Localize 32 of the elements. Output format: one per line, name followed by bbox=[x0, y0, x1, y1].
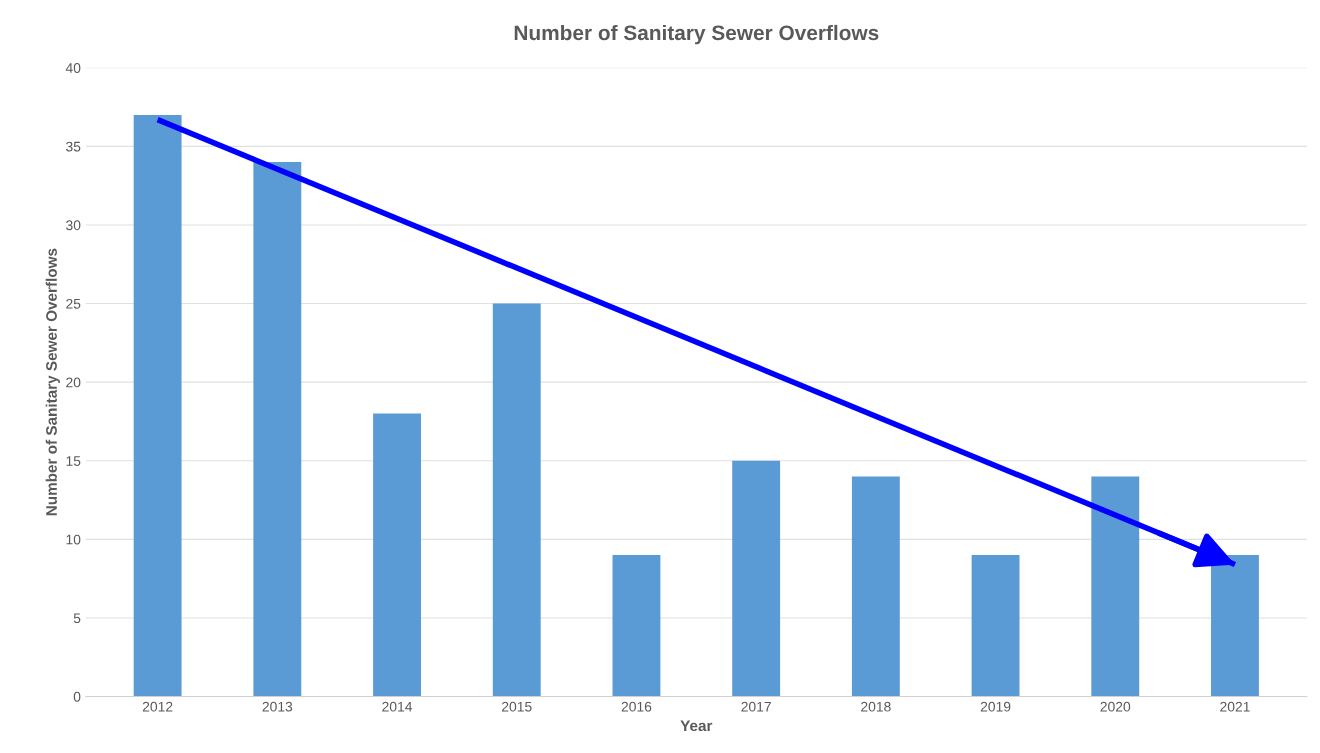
x-tick-label: 2017 bbox=[741, 701, 771, 712]
y-tick-label: 35 bbox=[66, 141, 81, 152]
bar bbox=[133, 114, 182, 697]
bar bbox=[253, 162, 302, 697]
y-tick-label: 25 bbox=[66, 298, 81, 309]
y-tick-label: 20 bbox=[66, 377, 81, 388]
bar bbox=[851, 476, 900, 697]
x-tick-label: 2019 bbox=[980, 701, 1011, 712]
x-axis-title: Year bbox=[680, 720, 713, 732]
bar bbox=[971, 555, 1020, 697]
bar bbox=[612, 555, 661, 697]
y-tick-label: 5 bbox=[73, 613, 81, 624]
x-tick-label: 2015 bbox=[501, 701, 532, 712]
x-tick-label: 2012 bbox=[142, 701, 173, 712]
x-tick-label: 2020 bbox=[1100, 701, 1131, 712]
x-tick-label: 2018 bbox=[861, 701, 891, 712]
bar bbox=[492, 303, 541, 697]
bar bbox=[1211, 555, 1259, 697]
y-tick-label: 15 bbox=[66, 456, 81, 466]
y-tick-label: 40 bbox=[65, 63, 81, 73]
y-tick-label: 10 bbox=[66, 534, 81, 545]
chart-title: Number of Sanitary Sewer Overflows bbox=[514, 24, 879, 45]
y-tick-label: 0 bbox=[73, 691, 81, 702]
x-tick-label: 2016 bbox=[621, 701, 652, 712]
x-tick-label: 2013 bbox=[262, 701, 293, 712]
bar bbox=[732, 460, 781, 697]
y-axis-title: Number of Sanitary Sewer Overflows bbox=[45, 248, 60, 516]
y-tick-label: 30 bbox=[66, 220, 81, 231]
x-tick-label: 2014 bbox=[382, 701, 413, 712]
x-tick-label: 2021 bbox=[1220, 701, 1250, 712]
bar bbox=[373, 413, 421, 697]
bar bbox=[1091, 476, 1140, 697]
